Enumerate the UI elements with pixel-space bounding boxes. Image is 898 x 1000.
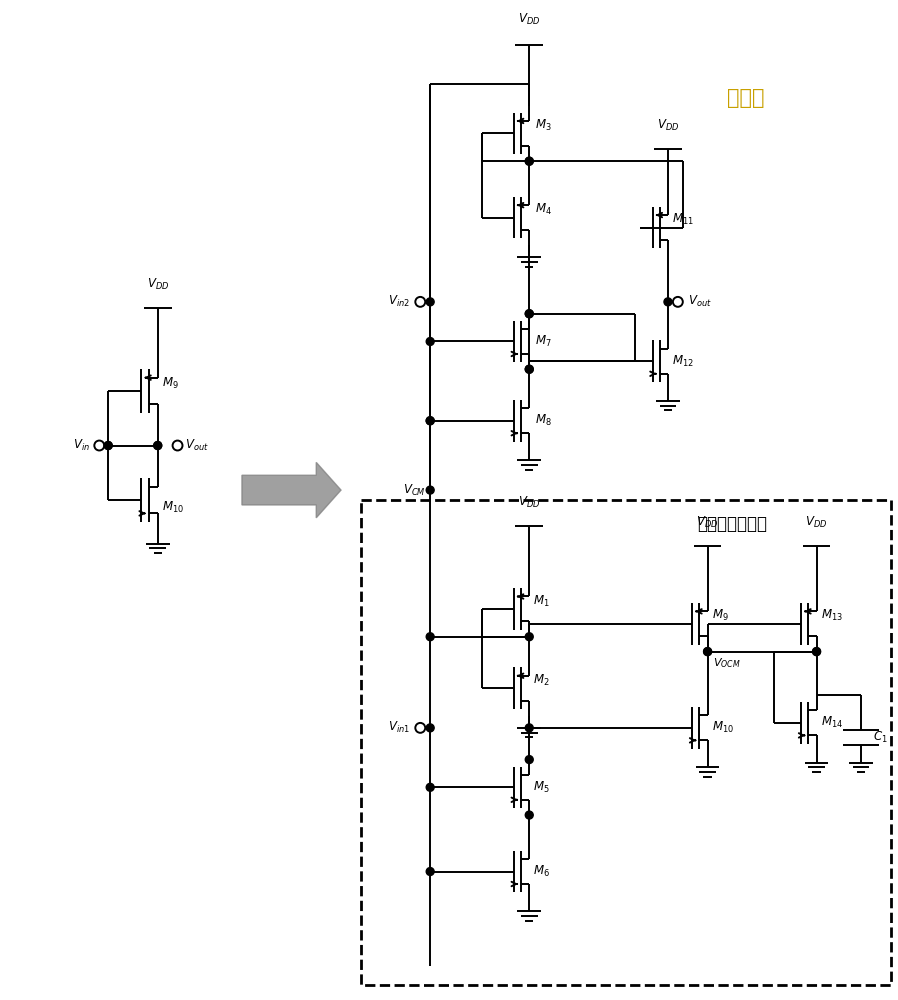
Circle shape (664, 298, 672, 306)
Circle shape (427, 868, 434, 875)
Polygon shape (242, 462, 341, 518)
Text: $M_1$: $M_1$ (533, 594, 550, 609)
Circle shape (104, 442, 112, 449)
Circle shape (525, 724, 533, 732)
Circle shape (427, 298, 434, 306)
Circle shape (427, 633, 434, 641)
Text: 偏置点控制单元: 偏置点控制单元 (698, 516, 768, 533)
Text: $V_{DD}$: $V_{DD}$ (806, 515, 828, 530)
Circle shape (525, 756, 533, 764)
Circle shape (813, 648, 821, 656)
Text: $V_{in2}$: $V_{in2}$ (389, 294, 410, 309)
Circle shape (704, 648, 711, 656)
Text: $M_3$: $M_3$ (535, 118, 551, 133)
Circle shape (525, 310, 533, 318)
Circle shape (427, 724, 434, 732)
Circle shape (427, 783, 434, 791)
Text: $C_1$: $C_1$ (873, 730, 888, 745)
Circle shape (427, 417, 434, 425)
Text: $M_{13}$: $M_{13}$ (821, 608, 842, 623)
Text: $V_{out}$: $V_{out}$ (186, 438, 209, 453)
Text: $V_{DD}$: $V_{DD}$ (656, 118, 679, 133)
Circle shape (813, 648, 821, 656)
Text: $V_{CM}$: $V_{CM}$ (402, 483, 426, 498)
Text: $M_5$: $M_5$ (533, 780, 550, 795)
Text: 放大级: 放大级 (727, 89, 765, 108)
Text: $M_9$: $M_9$ (163, 376, 179, 391)
Text: $V_{DD}$: $V_{DD}$ (518, 12, 541, 27)
Text: $M_{10}$: $M_{10}$ (712, 720, 734, 735)
Circle shape (704, 648, 711, 656)
Circle shape (525, 811, 533, 819)
Text: $M_2$: $M_2$ (533, 673, 550, 688)
Circle shape (525, 157, 533, 165)
Circle shape (154, 442, 162, 449)
Circle shape (525, 633, 533, 641)
Text: $M_7$: $M_7$ (535, 334, 551, 349)
Text: $V_{OCM}$: $V_{OCM}$ (712, 657, 740, 670)
Text: $V_{DD}$: $V_{DD}$ (146, 277, 169, 292)
Circle shape (525, 365, 533, 373)
Text: $M_8$: $M_8$ (535, 413, 551, 428)
Text: $V_{in1}$: $V_{in1}$ (388, 720, 410, 735)
Text: $V_{in}$: $V_{in}$ (74, 438, 91, 453)
Circle shape (525, 365, 533, 373)
Circle shape (427, 486, 434, 494)
Text: $M_9$: $M_9$ (712, 608, 728, 623)
Text: $V_{DD}$: $V_{DD}$ (697, 515, 718, 530)
Circle shape (525, 157, 533, 165)
Circle shape (427, 338, 434, 345)
Text: $M_{10}$: $M_{10}$ (163, 500, 184, 515)
Text: $V_{DD}$: $V_{DD}$ (518, 495, 541, 510)
Text: $M_4$: $M_4$ (535, 202, 551, 217)
Text: $M_{11}$: $M_{11}$ (672, 212, 694, 227)
Text: $M_{14}$: $M_{14}$ (821, 715, 843, 730)
Text: $V_{out}$: $V_{out}$ (688, 294, 711, 309)
Text: $M_6$: $M_6$ (533, 864, 550, 879)
Circle shape (525, 310, 533, 318)
Circle shape (104, 442, 112, 449)
Circle shape (154, 442, 162, 449)
Text: $M_{12}$: $M_{12}$ (672, 354, 694, 369)
Circle shape (427, 417, 434, 425)
